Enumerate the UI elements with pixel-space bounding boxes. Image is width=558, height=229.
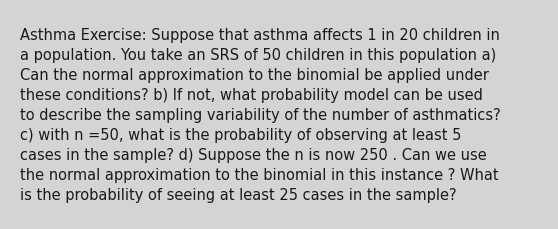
Text: Asthma Exercise: Suppose that asthma affects 1 in 20 children in
a population. Y: Asthma Exercise: Suppose that asthma aff… — [20, 27, 501, 202]
